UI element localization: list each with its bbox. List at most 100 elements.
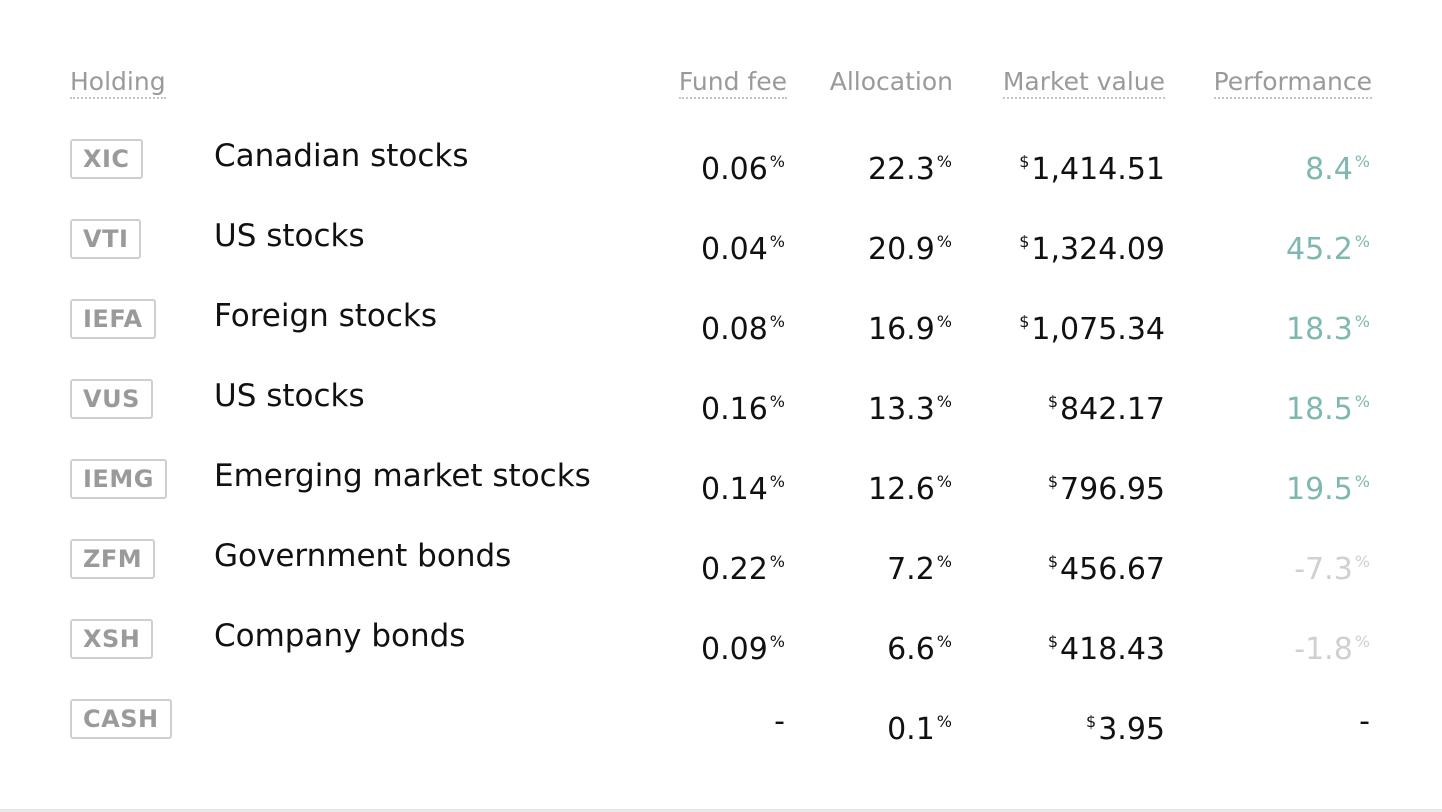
percent-unit: % <box>1354 632 1370 651</box>
fund-fee-cell: 0.16% <box>701 384 785 428</box>
ticker-badge: CASH <box>70 699 172 739</box>
percent-unit: % <box>936 472 952 491</box>
fund-fee-cell-value: 0.08 <box>701 312 768 347</box>
ticker-badge: IEMG <box>70 459 167 499</box>
ticker-badge: VUS <box>70 379 153 419</box>
table-row: CASH - 0.1% $3.95 - <box>0 680 1442 760</box>
performance-cell: -1.8% <box>1294 624 1370 668</box>
percent-unit: % <box>769 152 785 171</box>
percent-unit: % <box>769 632 785 651</box>
market-value-header[interactable]: Market value <box>1002 68 1165 99</box>
fund-fee-cell-value: 0.22 <box>701 552 768 587</box>
ticker-badge: IEFA <box>70 299 156 339</box>
allocation-cell: 13.3% <box>868 384 952 428</box>
currency-symbol: $ <box>1019 152 1030 171</box>
performance-cell-value: 8.4 <box>1305 152 1353 187</box>
bottom-divider <box>0 809 1442 812</box>
allocation-cell: 6.6% <box>887 624 952 668</box>
percent-unit: % <box>1354 472 1370 491</box>
allocation-cell: 16.9% <box>868 304 952 348</box>
allocation-cell-value: 7.2 <box>887 552 935 587</box>
allocation-cell: 22.3% <box>868 144 952 188</box>
market-value-value: 418.43 <box>1060 632 1165 667</box>
fund-fee-cell: - <box>774 704 785 740</box>
holding-name: US stocks <box>214 218 365 254</box>
percent-unit: % <box>769 552 785 571</box>
performance-cell-value: 18.5 <box>1286 392 1353 427</box>
fund-fee-cell: 0.08% <box>701 304 785 348</box>
percent-unit: % <box>936 152 952 171</box>
market-value-cell: $456.67 <box>1048 544 1165 588</box>
percent-unit: % <box>1354 312 1370 331</box>
ticker-badge: XSH <box>70 619 154 659</box>
holding-name: Foreign stocks <box>214 298 438 334</box>
performance-cell: - <box>1359 704 1370 740</box>
allocation-cell-value: 13.3 <box>868 392 935 427</box>
percent-unit: % <box>936 312 952 331</box>
fund-fee-cell-value: 0.06 <box>701 152 768 187</box>
allocation-cell-value: 22.3 <box>868 152 935 187</box>
performance-cell-value: 18.3 <box>1286 312 1353 347</box>
allocation-cell-value: 16.9 <box>868 312 935 347</box>
ticker-badge: XIC <box>70 139 143 179</box>
market-value-cell: $796.95 <box>1048 464 1165 508</box>
currency-symbol: $ <box>1047 392 1059 411</box>
performance-cell-value: -1.8 <box>1294 632 1353 667</box>
percent-unit: % <box>1354 232 1370 251</box>
holding-name: Emerging market stocks <box>214 458 591 494</box>
market-value-cell: $1,324.09 <box>1019 224 1165 268</box>
fund-fee-cell: 0.04% <box>701 224 785 268</box>
performance-cell: 18.3% <box>1286 304 1370 348</box>
currency-symbol: $ <box>1047 632 1059 651</box>
table-row: XSH Company bonds 0.09% 6.6% $418.43 -1.8% <box>0 600 1442 680</box>
market-value-cell: $842.17 <box>1048 384 1165 428</box>
market-value-value: 796.95 <box>1060 472 1165 507</box>
fund-fee-cell: 0.09% <box>701 624 785 668</box>
percent-unit: % <box>936 552 952 571</box>
allocation-header: Allocation <box>829 67 953 96</box>
fund-fee-cell-value: 0.09 <box>701 632 768 667</box>
fund-fee-cell: 0.14% <box>701 464 785 508</box>
percent-unit: % <box>936 232 952 251</box>
fund-fee-header[interactable]: Fund fee <box>678 68 787 99</box>
percent-unit: % <box>769 392 785 411</box>
market-value-value: 1,324.09 <box>1031 232 1165 267</box>
table-row: IEFA Foreign stocks 0.08% 16.9% $1,075.34 18.… <box>0 280 1442 360</box>
performance-cell: 19.5% <box>1286 464 1370 508</box>
percent-unit: % <box>769 472 785 491</box>
table-row: IEMG Emerging market stocks 0.14% 12.6% $796… <box>0 440 1442 520</box>
allocation-cell-value: 20.9 <box>868 232 935 267</box>
fund-fee-cell-value: 0.04 <box>701 232 768 267</box>
holding-name: Government bonds <box>214 538 512 574</box>
market-value-cell: $3.95 <box>1086 704 1165 748</box>
performance-cell-value: - <box>1359 704 1370 739</box>
holding-name: US stocks <box>214 378 365 414</box>
table-header: Holding Fund fee Allocation Market value… <box>0 68 1442 102</box>
ticker-badge: VTI <box>70 219 142 259</box>
fund-fee-cell-value: - <box>774 704 785 739</box>
allocation-cell: 12.6% <box>868 464 952 508</box>
table-row: VTI US stocks 0.04% 20.9% $1,324.09 45.2% <box>0 200 1442 280</box>
performance-header[interactable]: Performance <box>1213 68 1372 99</box>
percent-unit: % <box>1354 152 1370 171</box>
fund-fee-cell-value: 0.16 <box>701 392 768 427</box>
allocation-cell-value: 6.6 <box>887 632 935 667</box>
market-value-value: 1,414.51 <box>1031 152 1165 187</box>
percent-unit: % <box>936 392 952 411</box>
allocation-cell: 7.2% <box>887 544 952 588</box>
holding-header[interactable]: Holding <box>70 68 166 99</box>
allocation-cell-value: 0.1 <box>887 712 935 747</box>
market-value-value: 842.17 <box>1060 392 1165 427</box>
fund-fee-cell: 0.22% <box>701 544 785 588</box>
market-value-value: 456.67 <box>1060 552 1165 587</box>
table-row: XIC Canadian stocks 0.06% 22.3% $1,414.51 8.4… <box>0 120 1442 200</box>
percent-unit: % <box>936 632 952 651</box>
market-value-cell: $1,075.34 <box>1019 304 1165 348</box>
percent-unit: % <box>936 712 952 731</box>
market-value-value: 3.95 <box>1098 712 1165 747</box>
performance-cell: 8.4% <box>1305 144 1370 188</box>
table-row: ZFM Government bonds 0.22% 7.2% $456.67 -7.3% <box>0 520 1442 600</box>
table-row: VUS US stocks 0.16% 13.3% $842.17 18.5% <box>0 360 1442 440</box>
holding-name: Company bonds <box>214 618 466 654</box>
